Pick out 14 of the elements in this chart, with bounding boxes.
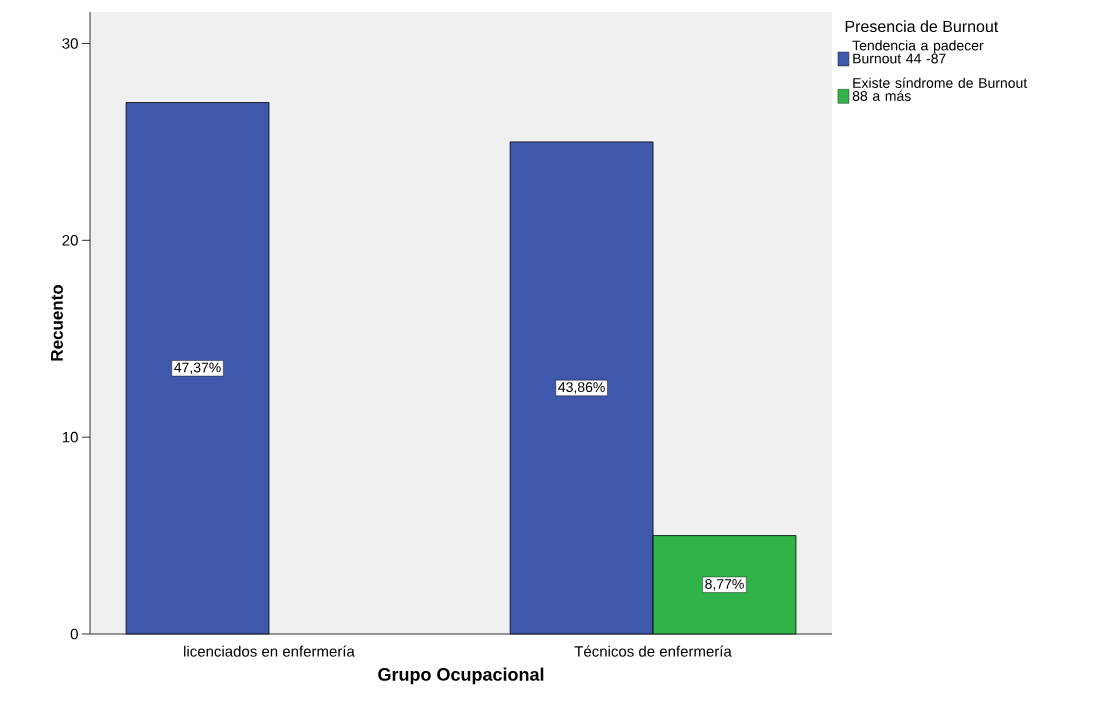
annotation: 43,86% xyxy=(558,382,605,394)
y-axis-title: Recuento xyxy=(51,284,63,361)
y-tick-label: 30 xyxy=(62,38,78,49)
x-tick-label: licenciados en enfermería xyxy=(184,645,355,657)
x-axis-title: Grupo Ocupacional xyxy=(378,667,544,685)
annotation: 8,77% xyxy=(705,579,744,591)
y-tick-label: 20 xyxy=(62,235,78,246)
legend-label: Tendencia a padecer Burnout 44 -87 xyxy=(852,40,984,64)
annotation: 47,37% xyxy=(174,362,221,375)
legend-label: Existe síndrome de Burnout 88 a más xyxy=(852,77,1028,101)
y-tick-label: 10 xyxy=(62,431,78,443)
y-tick-label: 0 xyxy=(70,628,78,640)
legend-title: Presencia de Burnout xyxy=(845,20,999,33)
x-tick-label: Técnicos de enfermería xyxy=(574,645,732,657)
